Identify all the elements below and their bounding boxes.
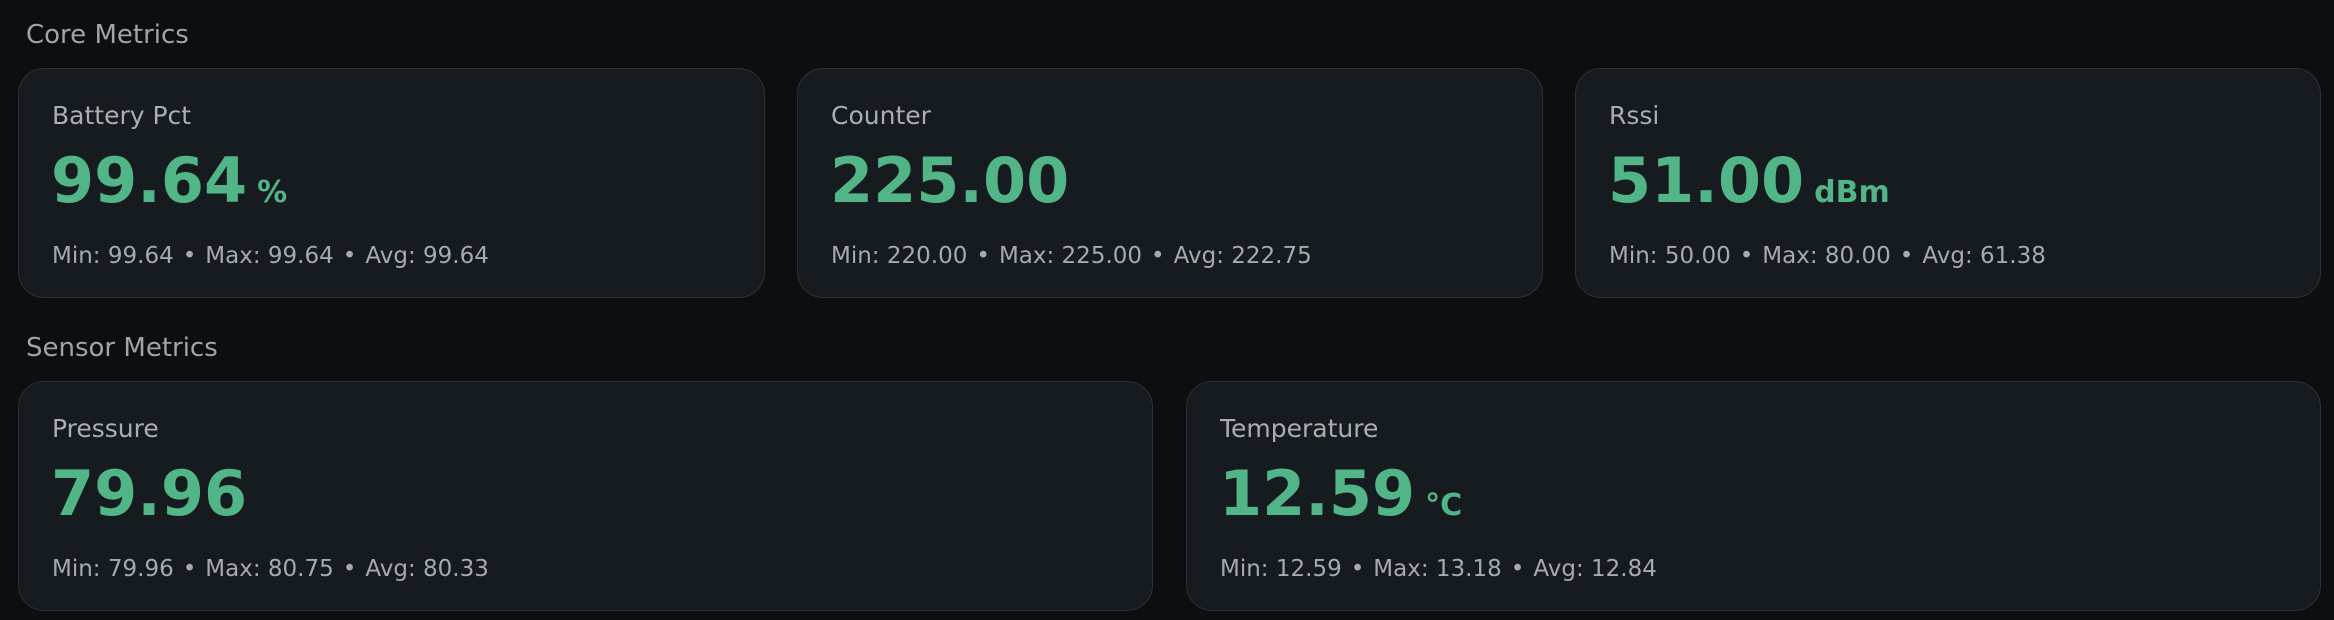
metric-label: Temperature <box>1220 414 1379 443</box>
metric-max: Max: 13.18 <box>1373 556 1502 582</box>
metric-card-pressure[interactable]: Pressure 79.96 Min: 79.96 • Max: 80.75 • Avg… <box>18 381 1153 611</box>
separator-dot: • <box>1151 243 1165 269</box>
metric-avg: Avg: 99.64 <box>365 243 489 269</box>
metric-min: Min: 50.00 <box>1609 243 1731 269</box>
metric-unit: dBm <box>1814 175 1890 210</box>
separator-dot: • <box>182 556 197 582</box>
metric-max: Max: 99.64 <box>205 243 334 269</box>
separator-dot: • <box>1739 243 1754 269</box>
separator-dot: • <box>1899 243 1914 269</box>
metric-max: Max: 80.75 <box>205 556 334 582</box>
separator-dot: • <box>182 243 197 269</box>
separator-dot: • <box>342 243 357 269</box>
metric-label: Battery Pct <box>52 101 192 130</box>
separator-dot: • <box>976 243 990 269</box>
metric-label: Counter <box>831 101 931 130</box>
metric-max: Max: 80.00 <box>1762 243 1891 269</box>
metric-unit: % <box>257 175 288 210</box>
metric-card-battery-pct[interactable]: Battery Pct 99.64 % Min: 99.64 • Max: 99.6… <box>18 68 765 298</box>
metric-label: Rssi <box>1609 101 1660 130</box>
metric-min: Min: 99.64 <box>52 243 174 269</box>
metric-value: 79.96 <box>51 457 248 530</box>
metric-avg: Avg: 222.75 <box>1173 243 1312 269</box>
metric-value: 99.64 <box>51 144 248 217</box>
metric-card-temperature[interactable]: Temperature 12.59 °C Min: 12.59 • Max: 13.… <box>1186 381 2321 611</box>
metric-stats: Min: 220.00 • Max: 225.00 • Avg: 222.75 <box>831 245 1312 268</box>
metric-stats: Min: 12.59 • Max: 13.18 • Avg: 12.84 <box>1220 558 1657 581</box>
metric-stats: Min: 99.64 • Max: 99.64 • Avg: 99.64 <box>52 245 489 268</box>
metric-avg: Avg: 61.38 <box>1922 243 2046 269</box>
metric-avg: Avg: 80.33 <box>365 556 489 582</box>
metric-min: Min: 220.00 <box>831 243 968 269</box>
separator-dot: • <box>342 556 357 582</box>
metric-value-row: 51.00 dBm <box>1608 144 1890 217</box>
metric-max: Max: 225.00 <box>998 243 1143 269</box>
metric-stats: Min: 50.00 • Max: 80.00 • Avg: 61.38 <box>1609 245 2046 268</box>
metric-value: 51.00 <box>1608 144 1805 217</box>
metric-card-counter[interactable]: Counter 225.00 Min: 220.00 • Max: 225.00 • A… <box>797 68 1543 298</box>
separator-dot: • <box>1510 556 1525 582</box>
metric-unit: °C <box>1425 488 1463 523</box>
metric-avg: Avg: 12.84 <box>1533 556 1657 582</box>
metric-value: 225.00 <box>830 144 1070 217</box>
metric-min: Min: 12.59 <box>1220 556 1342 582</box>
metric-value-row: 225.00 <box>830 144 1079 217</box>
metric-card-rssi[interactable]: Rssi 51.00 dBm Min: 50.00 • Max: 80.00 • Avg… <box>1575 68 2321 298</box>
section-title-sensor-metrics: Sensor Metrics <box>26 333 218 363</box>
metric-min: Min: 79.96 <box>52 556 174 582</box>
metric-label: Pressure <box>52 414 159 443</box>
separator-dot: • <box>1350 556 1365 582</box>
metric-value-row: 79.96 <box>51 457 257 530</box>
section-title-core-metrics: Core Metrics <box>26 20 189 50</box>
metric-value-row: 99.64 % <box>51 144 288 217</box>
metric-value-row: 12.59 °C <box>1219 457 1463 530</box>
metric-stats: Min: 79.96 • Max: 80.75 • Avg: 80.33 <box>52 558 489 581</box>
metric-value: 12.59 <box>1219 457 1416 530</box>
